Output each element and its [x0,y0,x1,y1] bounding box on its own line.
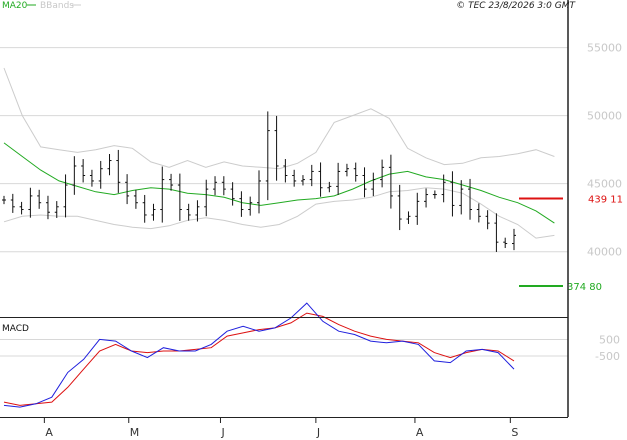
price-bar [28,187,33,218]
price-bar [63,174,68,218]
x-month-label: A [45,426,53,439]
price-panel [0,0,568,317]
price-bars [2,111,516,252]
price-bar [54,201,59,218]
price-bar [186,203,191,221]
price-bar [432,190,437,199]
bbands-upper-line [3,67,555,170]
x-month-label: A [416,426,424,439]
price-bar [388,154,393,209]
x-month-label: M [130,426,140,439]
price-bar [318,162,323,197]
price-bar [81,159,86,183]
price-bar [274,115,279,181]
price-bar [344,163,349,177]
support-label: 374 80 [567,282,602,293]
x-month-label: J [316,426,320,439]
price-bar [2,195,6,205]
price-bar [116,149,121,193]
price-bar [380,159,385,188]
price-y-tick-label: 55000 [587,42,622,55]
price-bar [371,172,376,197]
price-bar [300,175,305,186]
price-bar [292,169,297,187]
price-bar [353,162,358,182]
macd-line [3,302,515,408]
macd-y-tick-label: 500 [599,333,620,346]
price-bar [459,180,464,215]
price-bar [327,181,332,193]
bbands-lower-line [3,187,555,239]
price-bar [204,179,209,217]
price-y-tick-labels: 40000 45000 50000 55000 [587,42,622,259]
ma20-line [3,142,555,224]
legend-bbands: BBands [40,1,74,11]
legend-ma20: MA20 [2,1,28,11]
price-bar [10,193,15,213]
price-bar [415,192,420,225]
price-bar [133,189,138,209]
price-bar [450,171,455,217]
x-month-label: S [511,426,518,439]
price-y-tick-label: 45000 [587,178,622,191]
price-bar [151,203,156,221]
price-y-tick-label: 40000 [587,246,622,259]
price-bar [98,160,103,189]
price-bar [160,166,165,223]
resistance-label: 439 11 [588,194,623,205]
price-bar [107,154,112,176]
macd-panel-label: MACD [2,324,29,334]
price-bar [125,174,130,205]
macd-y-tick-labels: 500 -500 [595,333,620,363]
price-bar [213,176,218,196]
price-bar [195,200,200,222]
price-bar [406,211,411,224]
price-bar [72,156,77,195]
macd-panel [0,318,568,417]
price-bar [512,228,516,251]
price-bar [169,173,174,191]
price-y-tick-label: 50000 [587,110,622,123]
price-bar [248,196,253,216]
price-bar [397,184,402,231]
macd-signal-line [3,312,515,406]
macd-y-tick-label: -500 [595,350,620,363]
price-bar [142,194,147,223]
copyright-text: © TEC 23/8/2026 3:0 GMT [456,1,576,11]
price-bar [230,182,235,206]
price-bar [468,178,473,220]
price-bar [257,170,261,214]
price-bar [265,111,270,201]
price-bar [309,164,314,187]
price-bar [45,195,50,220]
x-month-label: J [220,426,224,439]
price-bar [503,237,508,249]
price-bar [476,203,481,223]
price-bar [362,167,367,198]
price-bar [485,210,490,230]
price-bar [177,173,182,221]
price-gridlines [0,47,568,253]
price-bar [221,176,226,196]
price-bar [441,174,446,203]
price-bar [37,189,42,209]
price-bar [424,188,429,208]
price-bar [89,169,94,187]
price-bar [19,201,24,215]
price-bar [336,162,341,195]
price-bar [239,191,244,217]
price-bar [283,159,288,183]
price-bar [494,213,499,252]
